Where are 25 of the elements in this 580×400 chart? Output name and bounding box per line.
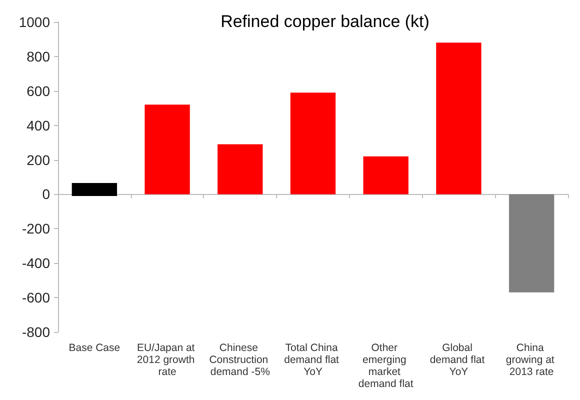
bar bbox=[363, 156, 408, 194]
y-tick-label: 400 bbox=[26, 117, 50, 134]
y-tick-label: 600 bbox=[26, 82, 50, 99]
y-tick-label: -400 bbox=[22, 255, 50, 272]
y-tick-label: -800 bbox=[22, 324, 50, 340]
x-tick-label: EU/Japan at 2012 growth rate bbox=[136, 342, 198, 378]
x-tick-label: China growing at 2013 rate bbox=[506, 342, 558, 378]
y-tick-label: 1000 bbox=[18, 14, 50, 30]
y-tick-label: 800 bbox=[26, 48, 50, 64]
x-tick-label: Other emerging market demand flat bbox=[358, 342, 414, 390]
bar bbox=[290, 92, 336, 194]
bar bbox=[436, 42, 482, 194]
chart-title: Refined copper balance (kt) bbox=[220, 12, 430, 31]
bar bbox=[72, 183, 118, 196]
y-tick-label: -200 bbox=[22, 220, 50, 237]
y-tick-label: -600 bbox=[22, 290, 50, 306]
x-tick-label: Base Case bbox=[68, 342, 120, 354]
bar bbox=[218, 144, 263, 194]
y-tick-label: 0 bbox=[42, 186, 50, 202]
x-tick-label: Global demand flat YoY bbox=[430, 342, 488, 378]
x-tick-label: Total China demand flat YoY bbox=[284, 342, 342, 378]
bar bbox=[508, 194, 554, 292]
bar bbox=[144, 104, 190, 194]
y-tick-label: 200 bbox=[26, 152, 50, 168]
x-tick-label: Chinese Construction demand -5% bbox=[209, 342, 272, 378]
